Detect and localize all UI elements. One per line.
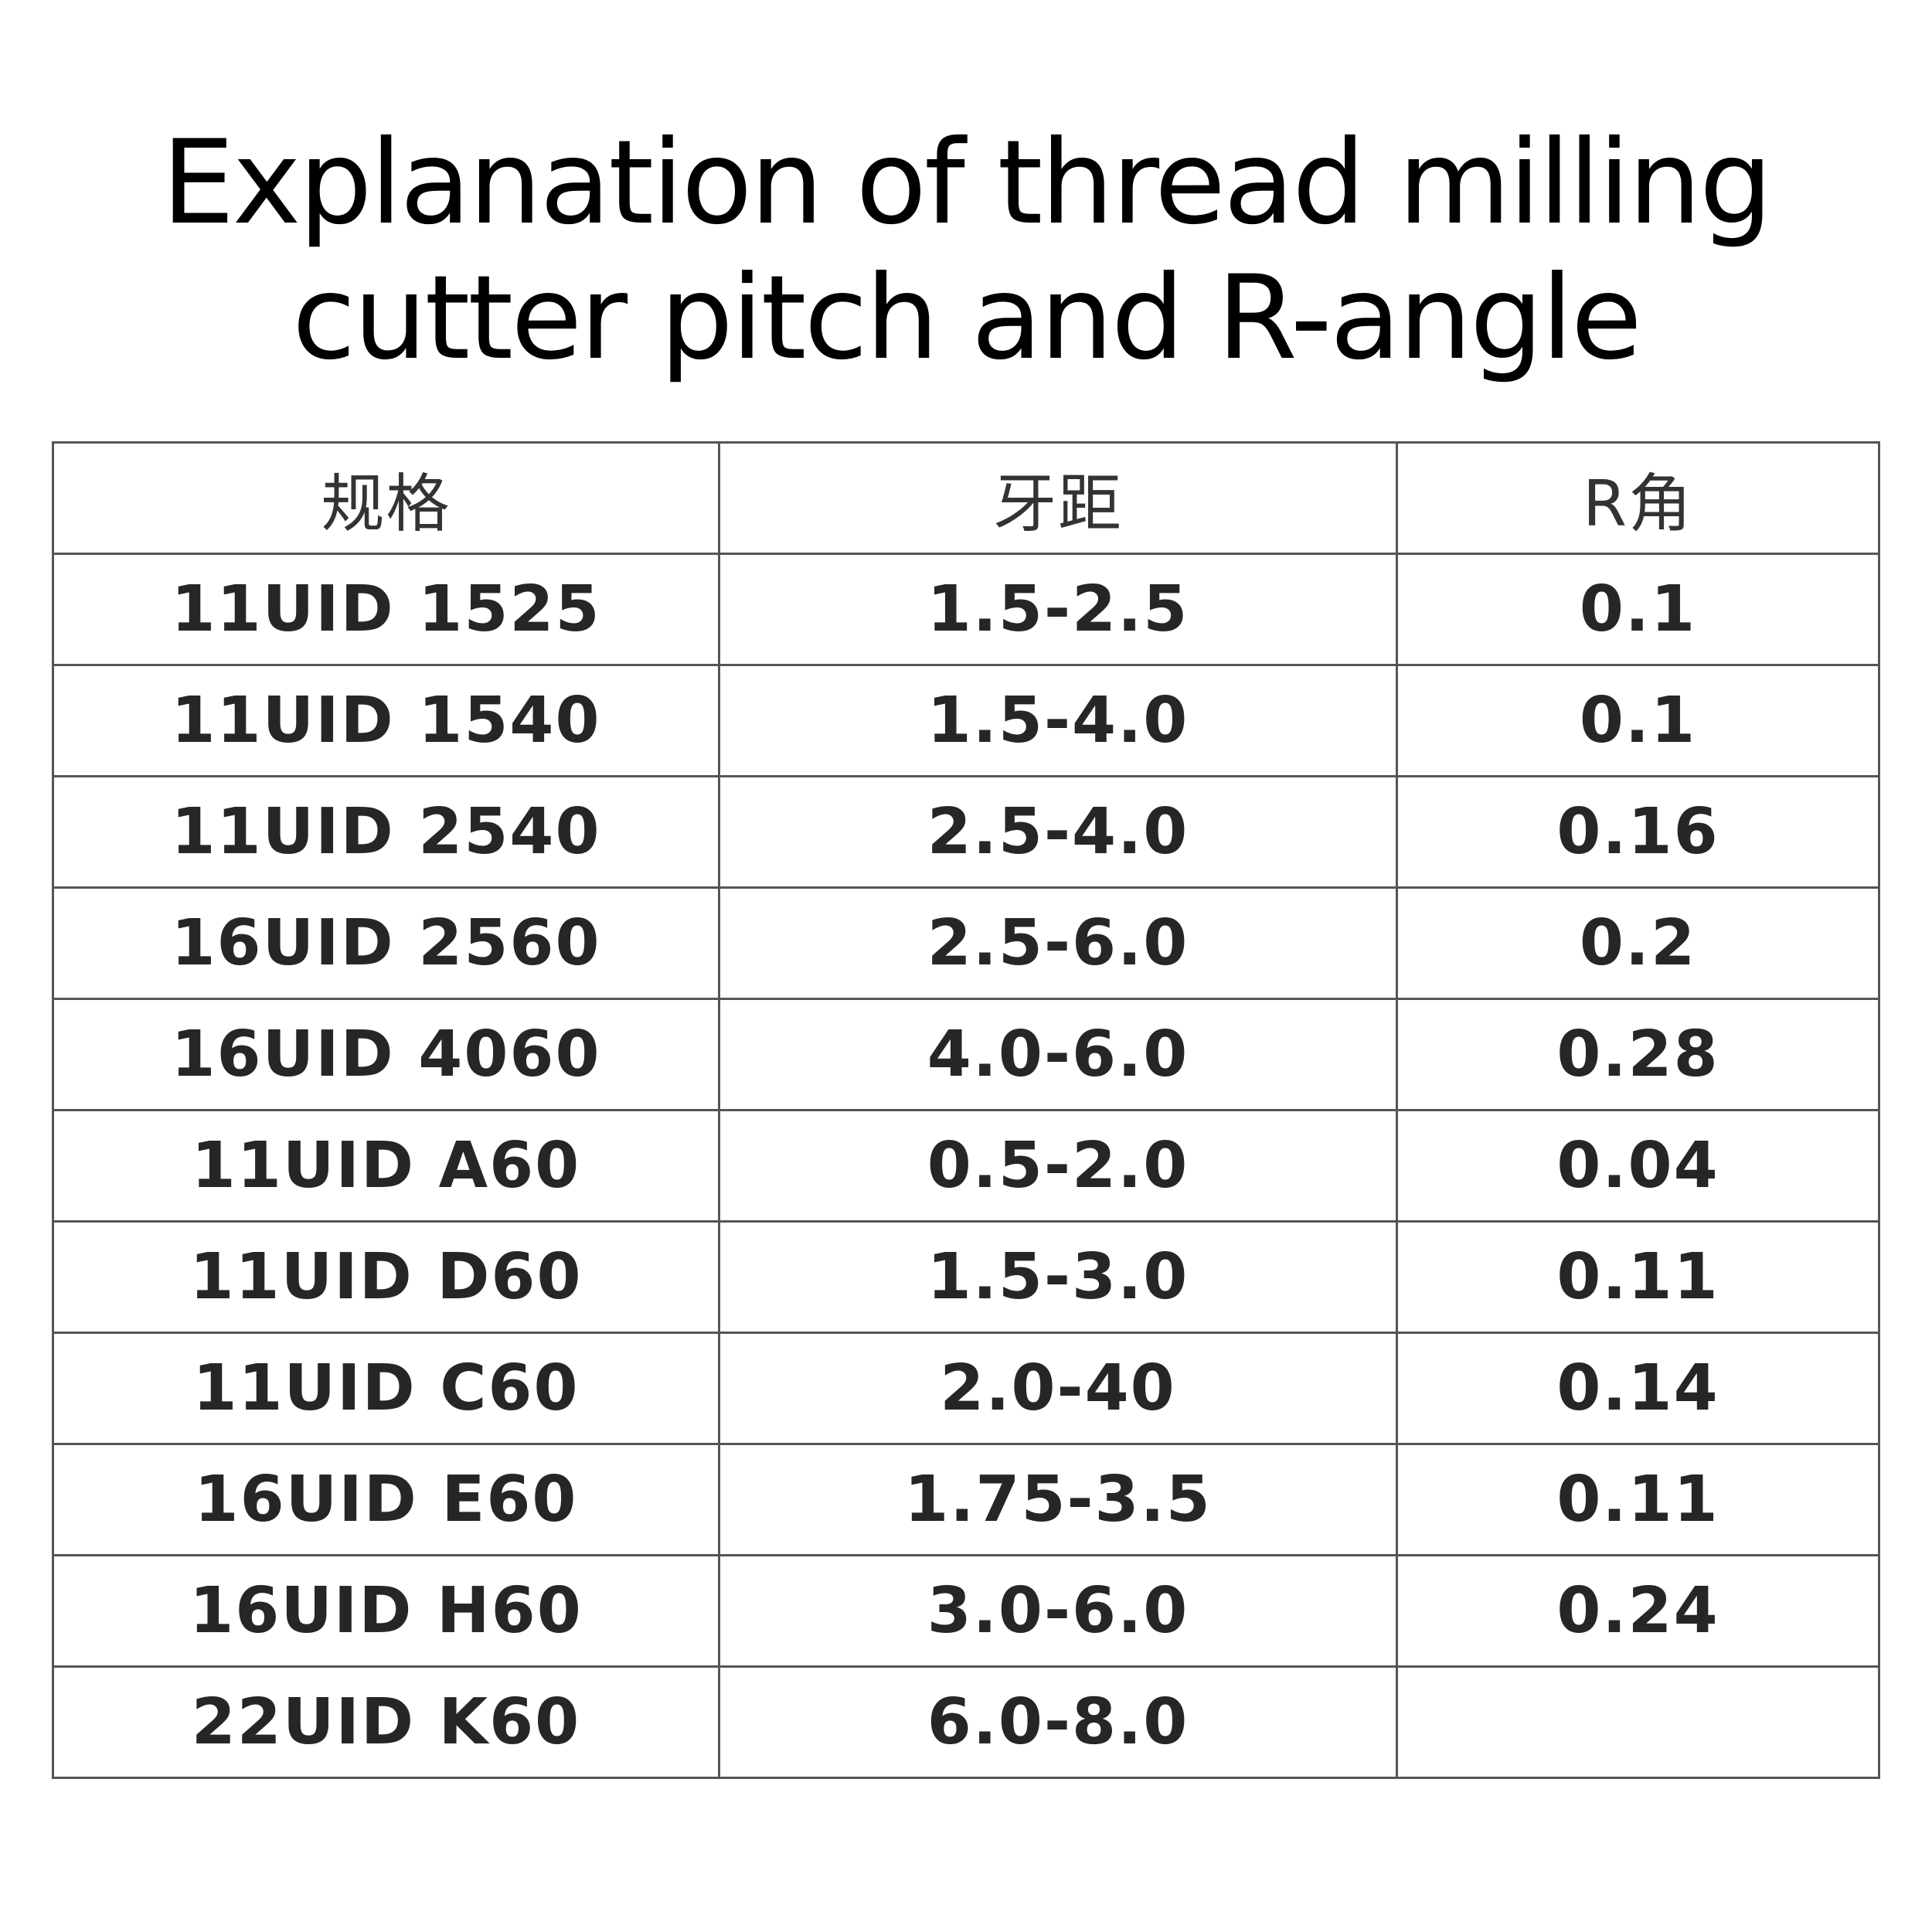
table-cell: 16UID H60 [52,1554,720,1668]
table-cell: 0.04 [1396,1109,1880,1223]
table-cell: 16UID E60 [52,1443,720,1556]
table-row: 22UID K60 6.0-8.0 [52,1665,1880,1779]
table-row: 11UID D60 1.5-3.0 0.11 [52,1220,1880,1334]
header-row: 规格 牙距 R角 [52,441,1880,555]
table-cell: 11UID C60 [52,1332,720,1445]
table-cell: 2.5-4.0 [718,775,1398,889]
empty-cell [1396,1665,1880,1779]
table-cell: 1.5-3.0 [718,1220,1398,1334]
table-cell: 0.1 [1396,553,1880,666]
table-cell: 11UID 1540 [52,664,720,777]
table-cell: 0.28 [1396,998,1880,1111]
table-cell: 1.75-3.5 [718,1443,1398,1556]
table-cell: 11UID 1525 [52,553,720,666]
table-cell: 0.16 [1396,775,1880,889]
table-cell: 0.14 [1396,1332,1880,1445]
table-row: 16UID H60 3.0-6.0 0.24 [52,1554,1880,1668]
title: Explanation of thread milling cutter pitc… [0,116,1932,386]
table-cell: 11UID 2540 [52,775,720,889]
table-cell: 0.11 [1396,1220,1880,1334]
table-row: 11UID 1525 1.5-2.5 0.1 [52,553,1880,666]
spec-table: 规格 牙距 R角 11UID 1525 1.5-2.5 0.1 11UID 1540 1.5-… [52,441,1880,1779]
table-cell: 2.0-40 [718,1332,1398,1445]
table-row: 11UID 1540 1.5-4.0 0.1 [52,664,1880,777]
table-cell: 4.0-6.0 [718,998,1398,1111]
title-line: Explanation of thread milling [161,116,1773,250]
table-cell: 0.24 [1396,1554,1880,1668]
table-row: 11UID C60 2.0-40 0.14 [52,1332,1880,1445]
table-cell: 2.5-6.0 [718,886,1398,1000]
table-row: 11UID 2540 2.5-4.0 0.16 [52,775,1880,889]
title-line: cutter pitch and R-angle [291,251,1642,386]
table-cell: 16UID 4060 [52,998,720,1111]
table-row: 16UID 4060 4.0-6.0 0.28 [52,998,1880,1111]
table-row: 11UID A60 0.5-2.0 0.04 [52,1109,1880,1223]
table-cell: 11UID D60 [52,1220,720,1334]
header-cell: 牙距 [718,441,1398,555]
table-row: 16UID E60 1.75-3.5 0.11 [52,1443,1880,1556]
table-cell: 1.5-2.5 [718,553,1398,666]
header-cell: R角 [1396,441,1880,555]
table-cell: 22UID K60 [52,1665,720,1779]
table-cell: 16UID 2560 [52,886,720,1000]
table-cell: 0.2 [1396,886,1880,1000]
table-cell: 6.0-8.0 [718,1665,1398,1779]
table-cell: 0.1 [1396,664,1880,777]
table-cell: 3.0-6.0 [718,1554,1398,1668]
table-row: 16UID 2560 2.5-6.0 0.2 [52,886,1880,1000]
header-cell: 规格 [52,441,720,555]
table-cell: 0.5-2.0 [718,1109,1398,1223]
table-cell: 0.11 [1396,1443,1880,1556]
table-cell: 11UID A60 [52,1109,720,1223]
table-cell: 1.5-4.0 [718,664,1398,777]
